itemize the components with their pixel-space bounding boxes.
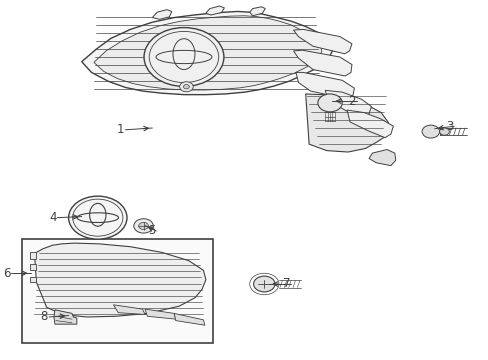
Polygon shape xyxy=(30,264,37,270)
Polygon shape xyxy=(325,90,371,117)
Polygon shape xyxy=(174,314,204,325)
Text: 1: 1 xyxy=(117,123,124,136)
Polygon shape xyxy=(249,7,265,16)
Polygon shape xyxy=(30,252,37,259)
Text: 2: 2 xyxy=(347,95,355,108)
Polygon shape xyxy=(368,149,395,166)
Circle shape xyxy=(134,219,153,233)
Circle shape xyxy=(68,196,127,239)
Text: 3: 3 xyxy=(445,120,452,133)
Circle shape xyxy=(183,85,189,89)
Text: 4: 4 xyxy=(49,211,56,224)
Polygon shape xyxy=(35,243,205,317)
Polygon shape xyxy=(293,50,351,76)
Circle shape xyxy=(144,28,224,86)
Polygon shape xyxy=(152,10,171,19)
Text: 7: 7 xyxy=(282,278,289,291)
Polygon shape xyxy=(305,94,387,152)
Circle shape xyxy=(139,222,148,229)
Polygon shape xyxy=(113,305,145,315)
Bar xyxy=(22,239,213,343)
Polygon shape xyxy=(295,72,354,99)
Polygon shape xyxy=(81,12,332,95)
Circle shape xyxy=(317,94,342,112)
Polygon shape xyxy=(205,6,224,15)
Polygon shape xyxy=(293,30,351,54)
Circle shape xyxy=(179,82,193,92)
Circle shape xyxy=(421,125,439,138)
Text: 8: 8 xyxy=(41,310,48,324)
Polygon shape xyxy=(30,277,37,282)
Polygon shape xyxy=(145,309,175,319)
Polygon shape xyxy=(54,310,77,324)
Circle shape xyxy=(253,276,274,292)
Polygon shape xyxy=(94,16,321,90)
Circle shape xyxy=(439,128,448,135)
Text: 6: 6 xyxy=(2,267,10,280)
Text: 5: 5 xyxy=(147,224,155,238)
Polygon shape xyxy=(346,110,392,138)
